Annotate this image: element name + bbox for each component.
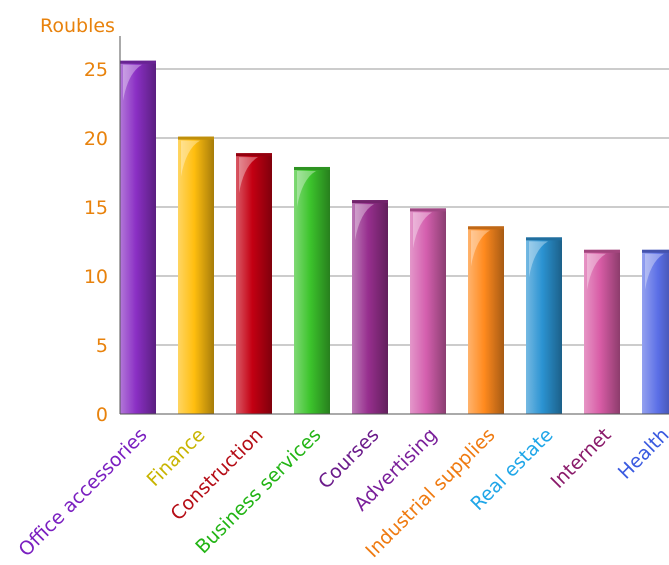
bar	[178, 136, 214, 414]
bar-cap	[468, 226, 504, 230]
bar-gloss	[471, 230, 490, 267]
y-tick-label: 5	[96, 335, 108, 357]
y-axis-label: Roubles	[40, 15, 115, 37]
bar-real-estate	[526, 237, 562, 414]
x-tick-label: Internet	[547, 424, 616, 493]
bar-cap	[294, 166, 330, 170]
bar-gloss	[297, 170, 316, 207]
bar-industrial-supplies	[468, 226, 504, 414]
bar-cap	[642, 249, 669, 253]
bar-cap	[352, 200, 388, 204]
bar	[410, 208, 446, 414]
bar-advertising	[410, 208, 446, 414]
axes	[119, 36, 669, 415]
bar	[120, 60, 156, 414]
y-tick-label: 15	[84, 197, 108, 219]
bar-office-accessories	[120, 60, 156, 414]
y-tick-label: 10	[84, 266, 108, 288]
bar-cap	[178, 136, 214, 140]
bar-gloss	[413, 212, 432, 249]
bar-gloss	[587, 253, 606, 290]
bar-gloss	[181, 140, 200, 177]
bar-gloss	[529, 241, 548, 278]
bar-gloss	[239, 157, 258, 194]
bar	[526, 237, 562, 414]
bar-courses	[352, 200, 388, 414]
bar-construction	[236, 153, 272, 414]
bar-cap	[120, 60, 156, 64]
bar	[584, 249, 620, 414]
y-tick-label: 25	[84, 59, 108, 81]
bar-finance	[178, 136, 214, 414]
x-tick-labels: Office accessoriesFinanceConstructionBus…	[14, 424, 669, 562]
x-tick-label: Health	[614, 424, 669, 484]
bar	[294, 166, 330, 414]
bar-cap	[236, 153, 272, 157]
bar-gloss	[645, 253, 664, 290]
bar-cap	[526, 237, 562, 241]
y-tick-label: 20	[84, 128, 108, 150]
bar-internet	[584, 249, 620, 414]
bar-health	[642, 249, 669, 414]
bar-business-services	[294, 166, 330, 414]
bars	[120, 60, 669, 414]
bar-gloss	[123, 64, 142, 101]
bar-cap	[584, 249, 620, 253]
y-tick-labels: 0 5 10 15 20 25	[84, 59, 108, 426]
y-tick-label: 0	[96, 404, 108, 426]
bar-gloss	[355, 204, 374, 241]
bar-cap	[410, 208, 446, 212]
bar	[468, 226, 504, 414]
bar	[642, 249, 669, 414]
x-tick-label: Office accessories	[14, 424, 151, 561]
bar	[236, 153, 272, 414]
bar	[352, 200, 388, 414]
